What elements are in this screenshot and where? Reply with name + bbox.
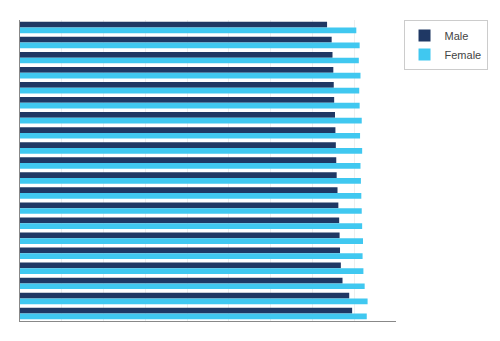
svg-text:Female: Female — [445, 49, 482, 61]
svg-text:Male: Male — [445, 30, 469, 42]
